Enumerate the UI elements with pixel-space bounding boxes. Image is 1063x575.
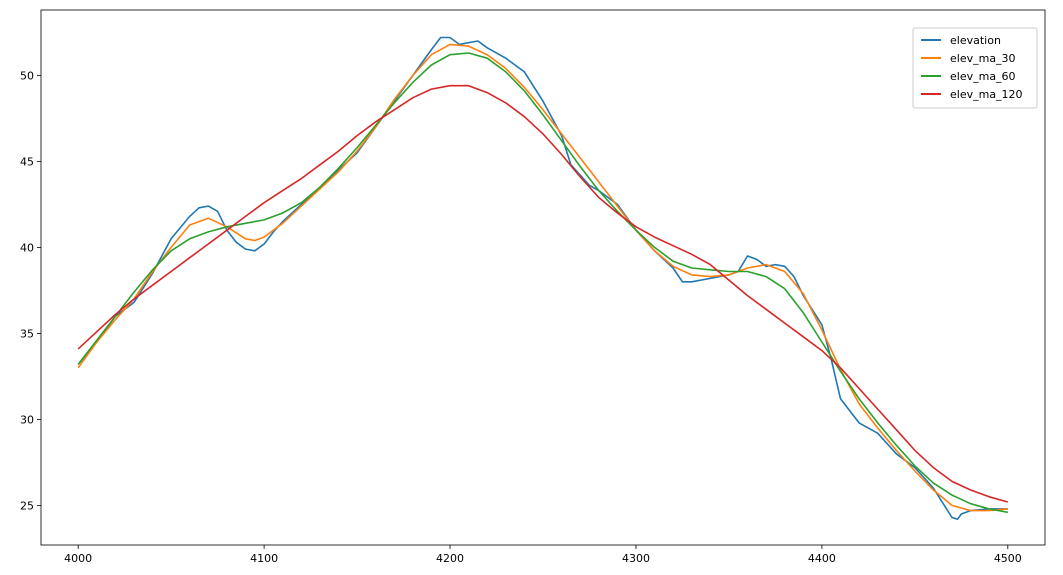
legend-label-elev_ma_60: elev_ma_60 (950, 70, 1016, 83)
legend-box (912, 27, 1038, 109)
y-tick-label: 50 (20, 69, 34, 82)
series-line-elev_ma_120 (77, 84, 1009, 503)
axes-layer: 4000 4100 4200 4300 4400 4500 25 30 35 40 45 50 (20, 9, 1046, 565)
legend: elevation elev_ma_30 elev_ma_60 elev_ma_120 (912, 27, 1038, 109)
plot-background (41, 10, 1045, 545)
y-tick-label: 45 (20, 155, 34, 168)
y-tick-label: 30 (20, 413, 34, 426)
axes-frame (40, 9, 1046, 546)
series-layer (77, 36, 1009, 521)
y-tick-label: 40 (20, 241, 34, 254)
x-tick-label: 4200 (436, 552, 464, 565)
x-tick-label: 4000 (64, 552, 92, 565)
x-tick-label: 4300 (622, 552, 650, 565)
plot-area (41, 10, 1045, 545)
legend-label-elevation: elevation (950, 34, 1001, 47)
legend-label-elev_ma_120: elev_ma_120 (950, 88, 1023, 101)
x-tick-label: 4100 (250, 552, 278, 565)
y-tick-label: 35 (20, 327, 34, 340)
series-line-elev_ma_30 (77, 43, 1008, 512)
series-line-elevation (77, 36, 1008, 521)
x-tick-label: 4400 (808, 552, 836, 565)
legend-label-elev_ma_30: elev_ma_30 (950, 52, 1016, 65)
x-tick-label: 4500 (994, 552, 1022, 565)
y-tick-label: 25 (20, 499, 34, 512)
